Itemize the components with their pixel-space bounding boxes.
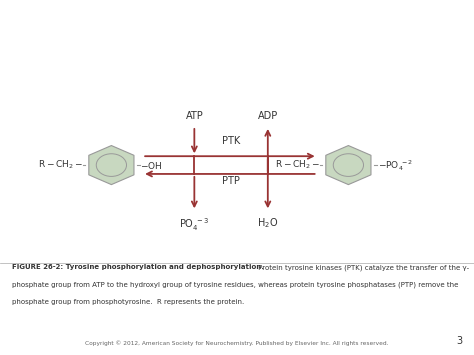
Text: phosphate group from phosphotyrosine.  R represents the protein.: phosphate group from phosphotyrosine. R … (12, 299, 244, 305)
Text: 3: 3 (456, 336, 462, 346)
Polygon shape (326, 146, 371, 185)
Text: PTP: PTP (222, 176, 240, 186)
Text: $\mathregular{R-CH_2}-$: $\mathregular{R-CH_2}-$ (38, 159, 83, 171)
Polygon shape (89, 146, 134, 185)
Text: $\mathregular{PO_4^{\ -3}}$: $\mathregular{PO_4^{\ -3}}$ (179, 217, 210, 233)
Text: ADP: ADP (258, 111, 278, 121)
Text: Copyright © 2012, American Society for Neurochemistry. Published by Elsevier Inc: Copyright © 2012, American Society for N… (85, 340, 389, 346)
Text: $\mathregular{-OH}$: $\mathregular{-OH}$ (140, 160, 162, 170)
Text: $\mathregular{H_2O}$: $\mathregular{H_2O}$ (257, 217, 278, 230)
Text: $\mathregular{R-CH_2}-$: $\mathregular{R-CH_2}-$ (275, 159, 320, 171)
Text: FIGURE 26-2: Tyrosine phosphorylation and dephosphorylation.: FIGURE 26-2: Tyrosine phosphorylation an… (12, 264, 264, 271)
Text: Protein tyrosine kinases (PTK) catalyze the transfer of the γ-: Protein tyrosine kinases (PTK) catalyze … (256, 264, 469, 271)
Text: phosphate group from ATP to the hydroxyl group of tyrosine residues, whereas pro: phosphate group from ATP to the hydroxyl… (12, 282, 458, 288)
Text: PTK: PTK (222, 136, 240, 146)
Text: ATP: ATP (185, 111, 203, 121)
Text: $\mathregular{-PO_4^{\ -2}}$: $\mathregular{-PO_4^{\ -2}}$ (378, 158, 413, 173)
